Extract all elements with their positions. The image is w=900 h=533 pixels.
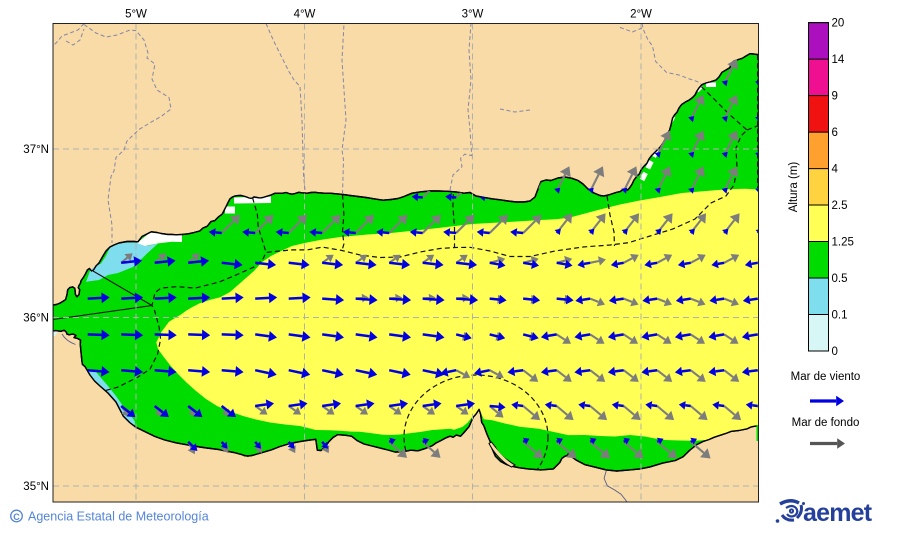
svg-text:Agencia Estatal de Meteorologí: Agencia Estatal de Meteorología xyxy=(28,510,209,524)
svg-text:0.1: 0.1 xyxy=(832,310,848,322)
svg-text:4: 4 xyxy=(832,164,839,176)
svg-text:5°W: 5°W xyxy=(125,9,147,21)
svg-text:Mar de viento: Mar de viento xyxy=(791,371,861,383)
svg-text:Altura (m): Altura (m) xyxy=(788,162,800,213)
svg-text:36°N: 36°N xyxy=(23,313,49,325)
svg-text:4°W: 4°W xyxy=(294,9,316,21)
svg-text:14: 14 xyxy=(832,54,845,66)
svg-text:0: 0 xyxy=(832,346,838,358)
svg-text:0.5: 0.5 xyxy=(832,273,848,285)
svg-text:1.25: 1.25 xyxy=(832,237,854,249)
svg-text:2.5: 2.5 xyxy=(832,200,848,212)
svg-text:35°N: 35°N xyxy=(23,481,49,493)
svg-text:Mar de fondo: Mar de fondo xyxy=(792,417,860,429)
svg-text:3°W: 3°W xyxy=(462,9,484,21)
svg-text:9: 9 xyxy=(832,91,838,103)
svg-text:6: 6 xyxy=(832,127,838,139)
svg-text:37°N: 37°N xyxy=(23,144,49,156)
svg-text:aemet: aemet xyxy=(803,499,873,527)
svg-text:C: C xyxy=(13,512,20,522)
svg-text:2°W: 2°W xyxy=(630,9,652,21)
svg-text:20: 20 xyxy=(832,18,845,30)
